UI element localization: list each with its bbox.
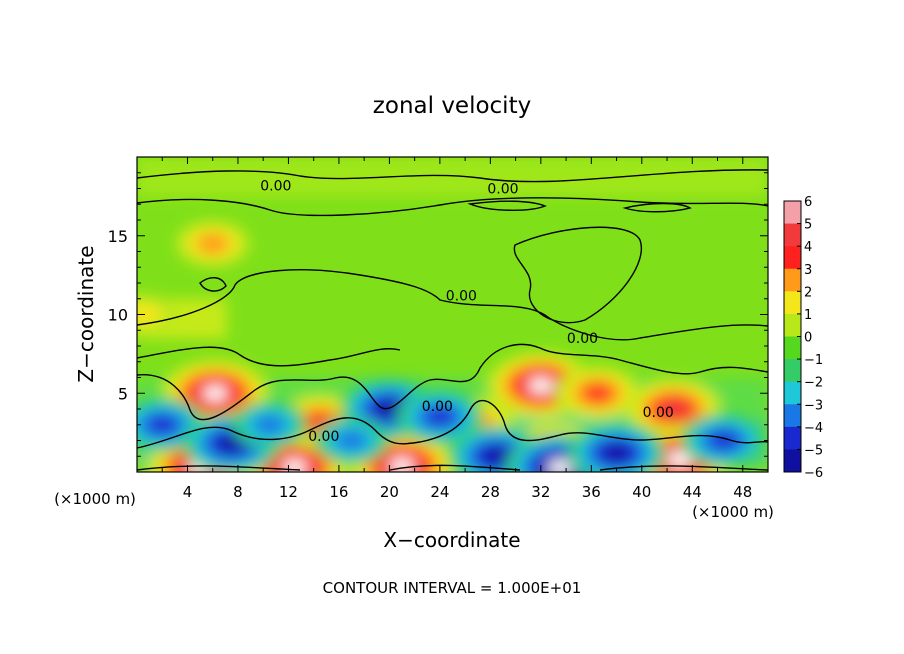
contour-label: 0.00 <box>422 399 453 415</box>
contour-label: 0.00 <box>446 289 477 305</box>
colorbar-swatch <box>784 268 801 292</box>
negative-minimum <box>313 416 390 465</box>
colorbar-label: −1 <box>804 353 823 368</box>
negative-minimum <box>231 400 308 449</box>
colorbar-label: 2 <box>804 285 812 300</box>
x-tick-label: 40 <box>632 483 651 501</box>
colorbar-swatch <box>784 246 801 270</box>
colorbar: 6 5 4 3 2 1 0 −1 −2 −3 −4 −5 −6 <box>783 195 823 481</box>
colorbar-swatch <box>784 223 801 247</box>
contour-label: 0.00 <box>487 182 518 198</box>
contour-label: 0.00 <box>643 405 674 421</box>
colorbar-label: −2 <box>804 376 823 391</box>
contour-line <box>137 399 768 449</box>
contour-line <box>137 197 768 217</box>
colorbar-swatch <box>784 359 801 383</box>
x-axis-title: X−coordinate <box>383 528 520 552</box>
x-tick-label: 20 <box>380 483 399 501</box>
x-unit-label-right: (×1000 m) <box>692 503 774 521</box>
contour-line <box>467 200 547 211</box>
colorbar-swatch <box>784 449 801 473</box>
colorbar-swatch <box>784 426 801 450</box>
y-tick-label: 10 <box>108 306 128 325</box>
contour-line <box>137 464 768 471</box>
colorbar-label: −5 <box>804 443 823 458</box>
colorbar-label: 6 <box>804 195 812 210</box>
negative-minimum <box>680 413 768 468</box>
contour-line <box>137 346 401 367</box>
contour-labels: 0.00 0.00 0.00 0.00 0.00 0.00 0.00 <box>260 178 674 444</box>
y-tick-label: 5 <box>118 384 128 403</box>
positive-maximum <box>137 294 176 335</box>
chart-title: zonal velocity <box>373 93 531 119</box>
x-tick-label: 16 <box>329 483 348 501</box>
x-tick-label: 24 <box>430 483 449 501</box>
x-tick-label: 32 <box>531 483 550 501</box>
negative-minimum <box>396 389 484 445</box>
x-unit-label-left: (×1000 m) <box>54 490 136 508</box>
contour-line <box>137 169 768 183</box>
colorbar-label: −4 <box>804 421 823 436</box>
contour-line <box>137 343 768 421</box>
colorbar-label: −6 <box>804 466 823 481</box>
contour-interval-note: CONTOUR INTERVAL = 1.000E+01 <box>323 579 582 597</box>
x-tick-label: 36 <box>582 483 601 501</box>
y-axis: 5 10 15 <box>108 172 768 457</box>
x-axis: 4 8 12 16 20 24 28 32 36 40 44 48 <box>161 157 752 501</box>
colorbar-label: 4 <box>804 240 812 255</box>
colorbar-label: 1 <box>804 308 812 323</box>
y-tick-label: 15 <box>108 227 128 246</box>
colorbar-swatch <box>784 336 801 360</box>
zero-contours <box>137 169 768 471</box>
x-tick-label: 4 <box>183 483 193 501</box>
x-tick-label: 12 <box>279 483 298 501</box>
contour-label: 0.00 <box>567 331 598 347</box>
colorbar-swatch <box>784 313 801 337</box>
heatmap-field: 0.00 0.00 0.00 0.00 0.00 0.00 0.00 <box>137 157 768 472</box>
y-axis-title: Z−coordinate <box>74 245 98 382</box>
contour-label: 0.00 <box>260 178 291 194</box>
colorbar-swatch <box>784 404 801 428</box>
x-tick-label: 28 <box>481 483 500 501</box>
contour-line <box>137 269 768 341</box>
contour-label: 0.00 <box>308 429 339 445</box>
x-tick-label: 8 <box>233 483 243 501</box>
x-tick-label: 48 <box>733 483 752 501</box>
colorbar-label: 5 <box>804 218 812 233</box>
colorbar-label: 3 <box>804 263 812 278</box>
contour-line <box>513 226 643 324</box>
colorbar-swatch <box>784 201 801 225</box>
positive-maximum <box>554 366 641 421</box>
positive-maximum <box>174 219 251 268</box>
colorbar-label: −3 <box>804 398 823 413</box>
negative-minimum <box>448 425 546 472</box>
colorbar-label: 0 <box>804 331 812 346</box>
negative-minimum <box>567 422 666 472</box>
contour-line <box>622 202 692 213</box>
colorbar-swatch <box>784 381 801 405</box>
colorbar-swatch <box>784 291 801 315</box>
x-tick-label: 44 <box>683 483 702 501</box>
contour-line <box>199 277 227 292</box>
